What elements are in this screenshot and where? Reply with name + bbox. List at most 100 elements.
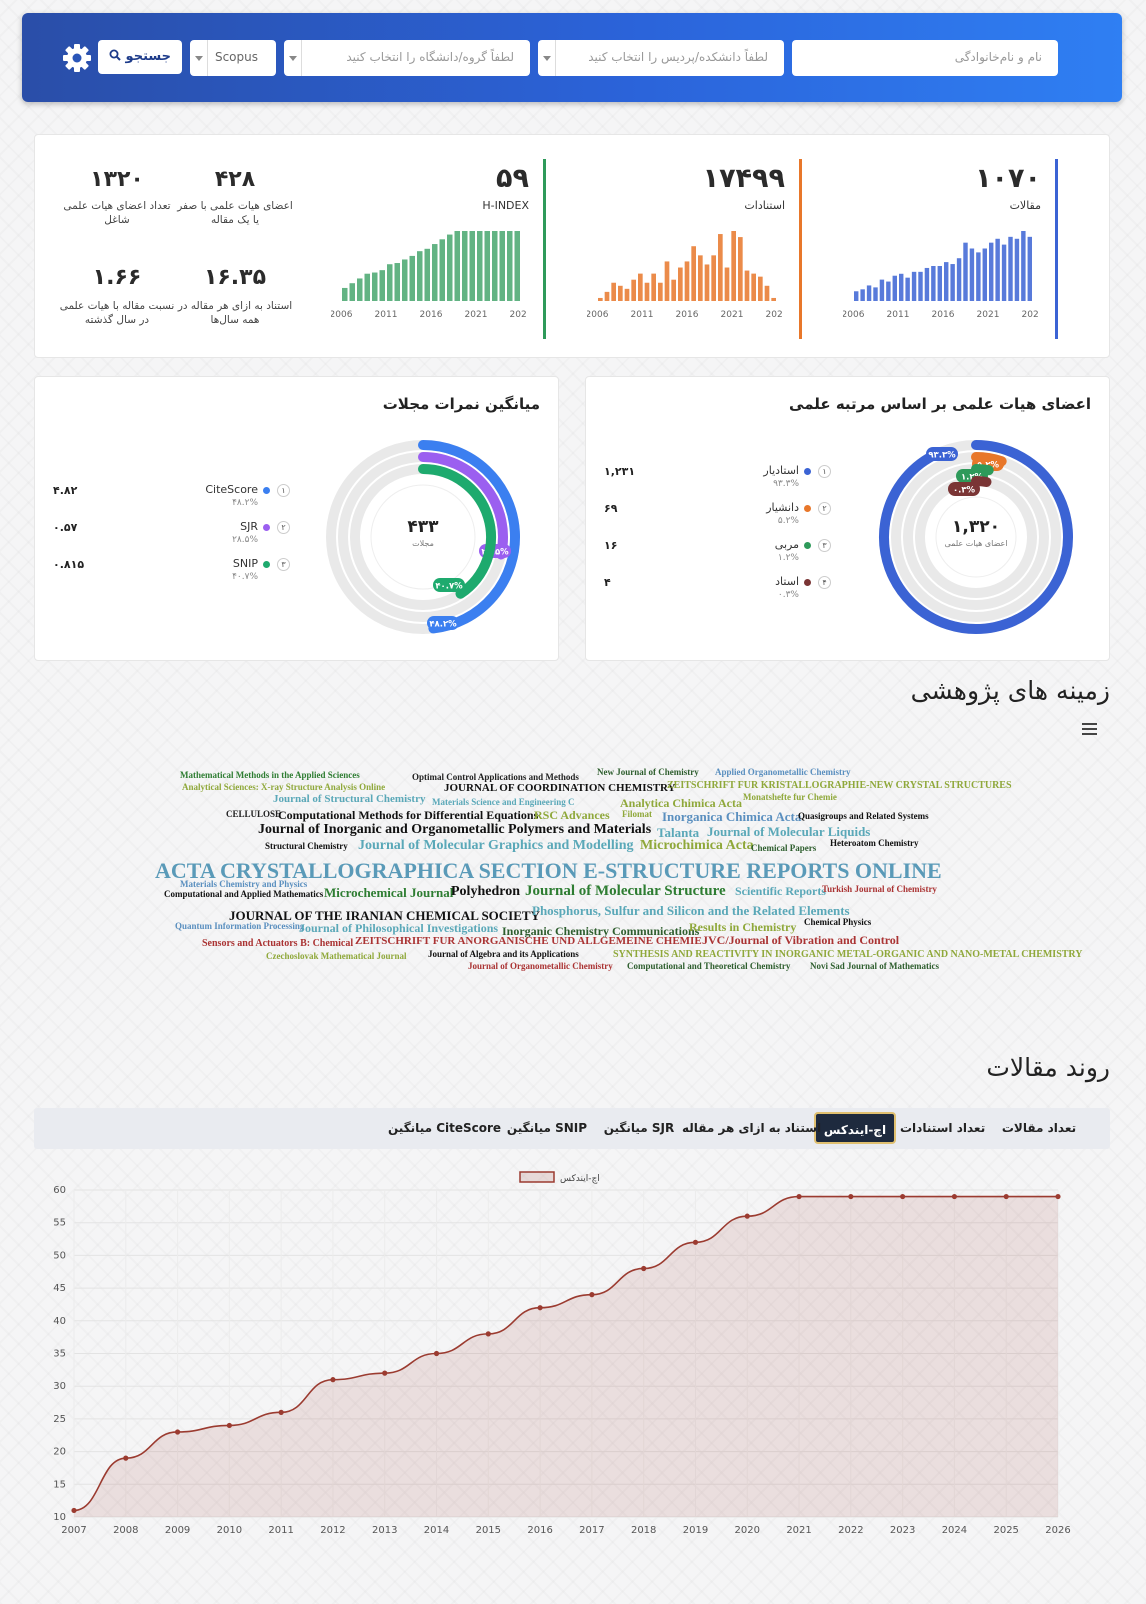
word-cloud-term[interactable]: Novi Sad Journal of Mathematics (810, 961, 939, 971)
word-cloud-term[interactable]: Czechoslovak Mathematical Journal (266, 951, 407, 961)
search-button[interactable]: جستجو (98, 40, 182, 74)
x-tick-label: 2014 (424, 1525, 449, 1536)
tab-2[interactable]: تعداد استنادات (900, 1121, 986, 1135)
word-cloud-term[interactable]: Analytica Chimica Acta (620, 796, 742, 810)
legend-item: ۳ مربی ۱.۲% (741, 538, 831, 569)
hindex-label: H-INDEX (482, 199, 529, 212)
word-cloud-term[interactable]: Microchimica Acta (640, 838, 754, 853)
word-cloud-term[interactable]: Applied Organometallic Chemistry (715, 767, 851, 777)
group-select[interactable]: لطفاً گروه/دانشگاه را انتخاب کنید (284, 40, 530, 76)
x-tick-label: 2025 (993, 1525, 1018, 1536)
word-cloud-term[interactable]: Talanta (657, 825, 700, 840)
data-point (848, 1193, 854, 1200)
word-cloud-term[interactable]: JOURNAL OF COORDINATION CHEMISTRY (444, 782, 676, 794)
word-cloud-term[interactable]: Computational Methods for Differential E… (278, 808, 539, 822)
word-cloud-term[interactable]: Journal of Molecular Graphics and Modell… (358, 838, 634, 853)
word-cloud-term[interactable]: Microchemical Journal (324, 885, 454, 900)
badge-text: ۱.۲% (961, 473, 984, 483)
word-cloud-term[interactable]: Filomat (622, 809, 652, 819)
spark-year-label: 2016 (676, 310, 699, 320)
word-cloud-term[interactable]: Journal of Inorganic and Organometallic … (258, 822, 652, 837)
word-cloud-term[interactable]: Journal of Algebra and its Applications (428, 949, 579, 959)
spark-year-label: 2006 (587, 310, 609, 320)
donut-arc (418, 452, 508, 560)
legend-dot (263, 487, 270, 494)
word-cloud-term[interactable]: Mathematical Methods in the Applied Scie… (180, 770, 360, 780)
word-cloud-term[interactable]: ZEITSCHRIFT FUR ANORGANISCHE UND ALLGEME… (355, 935, 702, 947)
spark-bar (698, 255, 703, 301)
word-cloud-term[interactable]: Turkish Journal of Chemistry (822, 884, 937, 894)
word-cloud-term[interactable]: Phosphorus, Sulfur and Silicon and the R… (532, 903, 850, 918)
spark-bar (724, 267, 730, 301)
word-cloud-term[interactable]: Scientific Reports (735, 884, 826, 898)
legend-pct: ۲۸.۵% (232, 535, 258, 545)
faculty-select[interactable]: لطفاً دانشکده/پردیس را انتخاب کنید (538, 40, 784, 76)
badge-bg (948, 482, 980, 496)
spark-bar (469, 231, 475, 301)
word-cloud-term[interactable]: RSC Advances (534, 808, 610, 822)
word-cloud-term[interactable]: Quasigroups and Related Systems (798, 811, 929, 821)
word-cloud-term[interactable]: Journal of Molecular Structure (525, 883, 726, 899)
word-cloud-term[interactable]: JOURNAL OF THE IRANIAN CHEMICAL SOCIETY (229, 908, 540, 923)
word-cloud-term[interactable]: Materials Chemistry and Physics (180, 879, 308, 889)
word-cloud-term[interactable]: Structural Chemistry (265, 841, 348, 851)
x-tick-label: 2017 (579, 1525, 604, 1536)
gear-icon[interactable] (62, 43, 92, 73)
word-cloud-term[interactable]: Computational and Applied Mathematics (164, 889, 324, 899)
word-cloud-term[interactable]: Inorganic Chemistry Communications (502, 924, 700, 938)
word-cloud-term[interactable]: Optimal Control Applications and Methods (412, 772, 579, 782)
tab-4[interactable]: استناد به ازای هر مقاله (682, 1121, 822, 1135)
word-cloud-term[interactable]: Heteroatom Chemistry (830, 838, 919, 848)
x-tick-label: 2011 (268, 1525, 293, 1536)
spark-bar (492, 231, 498, 301)
word-cloud-term[interactable]: Journal of Molecular Liquids (707, 824, 871, 839)
tab-5[interactable]: میانگین SJR (603, 1121, 675, 1135)
word-cloud-term[interactable]: Results in Chemistry (689, 920, 797, 934)
word-cloud-term[interactable]: Chemical Papers (751, 843, 817, 853)
donut-inner-ring (935, 496, 1017, 578)
legend-value: ۴ (604, 576, 611, 589)
spark-bar (462, 231, 468, 301)
spark-bar (658, 282, 663, 301)
word-cloud-term[interactable]: Quantum Information Processing (175, 921, 305, 931)
word-cloud-term[interactable]: Computational and Theoretical Chemistry (627, 961, 791, 971)
x-tick-label: 2013 (372, 1525, 397, 1536)
trend-tabs: تعداد مقالات تعداد استنادات اچ-ایندکس استنا… (34, 1108, 1110, 1149)
word-cloud-term[interactable]: Analytical Sciences: X-ray Structure Ana… (182, 782, 386, 792)
spark-year-label: 2006 (331, 310, 353, 320)
source-select[interactable]: Scopus (190, 40, 276, 76)
word-cloud-term[interactable]: JVC/Journal of Vibration and Control (702, 933, 900, 947)
word-cloud-term[interactable]: Inorganica Chimica Acta (662, 809, 802, 824)
word-cloud-term[interactable]: Materials Science and Engineering C (432, 797, 575, 807)
word-cloud-term[interactable]: ZEITSCHRIFT FUR KRISTALLOGRAPHIE-NEW CRY… (667, 780, 1012, 791)
faculty-count-label: تعداد اعضای هیات علمی شاغل (63, 200, 171, 226)
tab-6[interactable]: میانگین SNIP (506, 1121, 588, 1135)
word-cloud-term[interactable]: Monatshefte fur Chemie (743, 792, 837, 802)
word-cloud-term[interactable]: SYNTHESIS AND REACTIVITY IN INORGANIC ME… (613, 949, 1083, 960)
name-search-input[interactable]: نام و نام‌خانوادگی (792, 40, 1058, 76)
word-cloud-term[interactable]: ACTA CRYSTALLOGRAPHICA SECTION E-STRUCTU… (155, 858, 942, 883)
word-cloud-term[interactable]: New Journal of Chemistry (597, 767, 699, 777)
hindex-sparkline: 2006 2011 2016 2021 2026 (331, 231, 527, 320)
journal-center-label: مجلات (412, 539, 434, 548)
word-cloud-term[interactable]: Polyhedron (451, 884, 520, 899)
spark-bar (918, 271, 923, 301)
spark-bar (879, 279, 885, 301)
tab-1[interactable]: تعداد مقالات (1001, 1121, 1077, 1135)
tab-3[interactable]: اچ-ایندکس (814, 1112, 896, 1144)
tab-7[interactable]: میانگین CiteScore (388, 1121, 502, 1135)
y-tick-label: 50 (53, 1250, 66, 1261)
menu-icon[interactable] (1082, 723, 1097, 735)
legend-item: ۴ استاد ۰.۳% (741, 575, 831, 606)
word-cloud-term[interactable]: Chemical Physics (804, 917, 872, 927)
word-cloud: Mathematical Methods in the Applied Scie… (150, 767, 1110, 1000)
word-cloud-term[interactable]: Sensors and Actuators B: Chemical (202, 938, 354, 949)
spark-bar (651, 273, 656, 301)
word-cloud-term[interactable]: Journal of Structural Chemistry (273, 793, 426, 805)
word-cloud-term[interactable]: Journal of Organometallic Chemistry (468, 961, 613, 971)
word-cloud-term[interactable]: Journal of Philosophical Investigations (299, 921, 499, 935)
spark-bar (995, 238, 1000, 301)
spark-bar (1001, 244, 1007, 301)
badge-bg (433, 578, 465, 592)
word-cloud-term[interactable]: CELLULOSE (226, 809, 282, 819)
